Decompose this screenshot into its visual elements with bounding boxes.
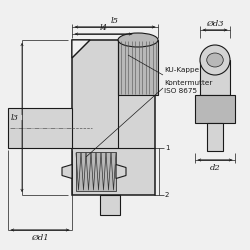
Bar (8, 108, 72, 148)
Bar (200, 60, 230, 95)
Polygon shape (72, 40, 90, 58)
Text: Kontermutter: Kontermutter (164, 80, 212, 86)
Text: ISO 8675: ISO 8675 (164, 88, 197, 94)
Bar (118, 40, 158, 95)
Bar (207, 123, 223, 151)
Text: 2: 2 (165, 192, 170, 198)
Bar (100, 195, 120, 215)
Ellipse shape (200, 45, 230, 75)
Text: Ød1: Ød1 (31, 234, 49, 242)
Text: KU-Kappe: KU-Kappe (164, 67, 199, 73)
Bar (76, 152, 116, 191)
Text: Ød3: Ød3 (206, 20, 224, 28)
Bar (72, 40, 155, 195)
Ellipse shape (118, 33, 158, 47)
Text: d2: d2 (210, 164, 220, 172)
Text: l3: l3 (11, 114, 19, 122)
Text: l5: l5 (111, 17, 119, 25)
Bar (195, 95, 235, 123)
Text: 1: 1 (165, 145, 170, 151)
Polygon shape (116, 164, 126, 178)
Text: l4: l4 (100, 24, 108, 32)
Ellipse shape (207, 53, 223, 67)
Polygon shape (62, 164, 72, 178)
